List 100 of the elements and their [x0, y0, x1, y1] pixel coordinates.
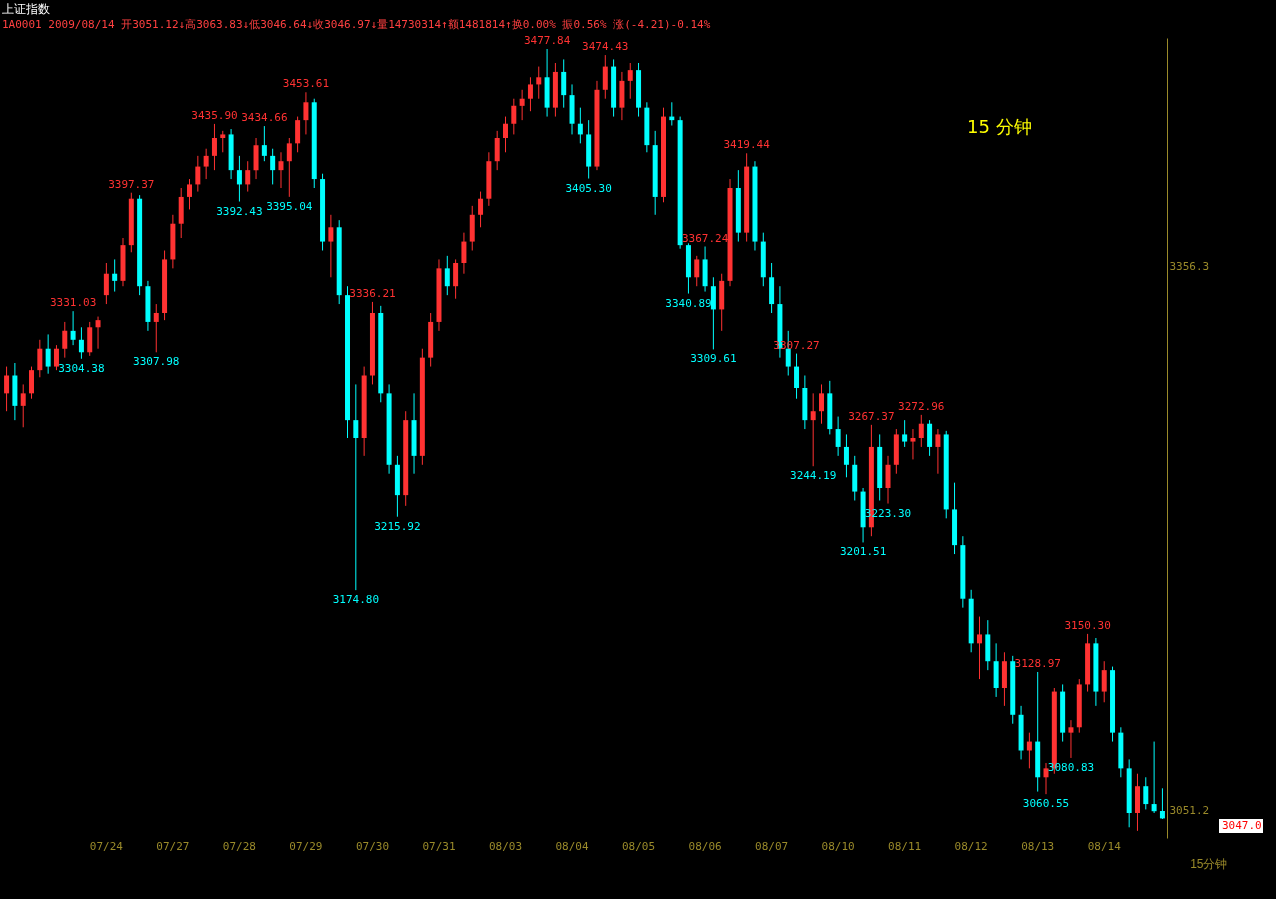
candlestick	[494, 130, 500, 171]
candlestick	[153, 303, 159, 353]
x-tick-label: 08/06	[688, 839, 722, 853]
candlestick	[53, 344, 59, 371]
candlestick	[527, 76, 533, 112]
candlestick	[1101, 660, 1107, 703]
candlestick	[203, 148, 209, 180]
candlestick	[503, 116, 508, 153]
x-tick-label: 07/24	[89, 839, 124, 853]
candlestick	[536, 66, 542, 100]
x-tick-label: 07/27	[156, 839, 190, 853]
candlestick	[303, 91, 309, 135]
annotation: 3201.51	[839, 545, 887, 559]
annotation: 3434.66	[241, 111, 288, 125]
annotation: 15 分钟	[967, 116, 1032, 137]
candlestick	[4, 366, 10, 412]
annotation: 3397.37	[108, 177, 155, 191]
chart-title: 上证指数	[2, 2, 50, 16]
annotation: 3267.37	[848, 409, 895, 423]
y-tick-label: 3356.3	[1169, 259, 1210, 273]
annotation: 3331.03	[49, 296, 97, 310]
candlestick	[286, 137, 292, 198]
candlestick	[270, 148, 276, 185]
candlestick	[353, 383, 359, 591]
annotation: 3419.44	[723, 138, 771, 152]
candlestick	[195, 155, 201, 193]
x-tick-label: 07/29	[289, 839, 323, 853]
candlestick	[902, 419, 908, 448]
candlestick	[918, 414, 924, 448]
annotation: 3453.61	[282, 77, 330, 91]
candlestick	[478, 191, 484, 228]
annotation: 3474.43	[582, 40, 629, 54]
candlestick	[885, 455, 891, 505]
candlestick	[62, 321, 68, 359]
annotation: 3244.19	[790, 469, 837, 483]
annotation: 3435.90	[191, 108, 238, 122]
candlestick	[810, 392, 816, 467]
candlestick	[710, 276, 716, 350]
candlestick	[694, 255, 700, 287]
candlestick	[220, 130, 226, 153]
x-tick-label: 08/14	[1087, 839, 1122, 853]
candlestick	[103, 262, 109, 305]
annotation: 3174.80	[332, 593, 379, 607]
x-tick-label: 08/05	[621, 839, 656, 853]
candlestick	[1068, 719, 1074, 759]
x-tick-label: 08/13	[1021, 839, 1055, 853]
annotation: 3395.04	[266, 199, 313, 213]
candlestick	[561, 58, 567, 109]
candlestick	[1026, 732, 1032, 769]
candlestick	[187, 178, 193, 210]
candlestick	[70, 310, 76, 346]
candlestick	[20, 383, 26, 428]
candlestick	[843, 433, 849, 478]
candlestick	[37, 339, 43, 378]
x-tick-label: 07/31	[422, 839, 456, 853]
candlestick	[236, 155, 242, 203]
candlestick	[211, 123, 217, 171]
annotation: 3128.97	[1014, 656, 1061, 670]
x-tick-label: 08/10	[821, 839, 855, 853]
candlestick	[927, 419, 933, 457]
candlestick	[1159, 787, 1165, 820]
candlestick	[328, 214, 334, 278]
annotation: 3336.21	[349, 286, 396, 300]
x-tick-label: 08/07	[755, 839, 789, 853]
candlestick	[627, 62, 633, 100]
annotation: 3150.30	[1064, 618, 1111, 632]
candlestick	[602, 54, 608, 100]
candlestick	[245, 160, 251, 193]
candlestick	[818, 383, 824, 425]
annotation: 3304.38	[58, 361, 105, 375]
candlestick	[295, 116, 301, 153]
candlestick	[519, 89, 525, 121]
candlestick	[278, 151, 284, 189]
chart-subtitle: 1A0001 2009/08/14 开3051.12↓高3063.83↓低3046.64↓收3046.97↓量14730314↑额1481814↑换0.00% 振0.56% 涨(-4.21)-0.14%	[2, 18, 711, 31]
candlestick	[976, 616, 982, 680]
annotation: 3392.43	[216, 204, 263, 218]
annotation: 3367.24	[681, 231, 729, 245]
candlestick	[1151, 741, 1157, 814]
candlestick	[835, 416, 841, 457]
annotation: 3307.98	[133, 355, 180, 369]
x-tick-label: 08/11	[888, 839, 922, 853]
x-axis-title: 15分钟	[1190, 856, 1228, 871]
x-tick-label: 07/30	[355, 839, 390, 853]
candlestick	[1143, 776, 1149, 810]
annotation: 3340.89	[665, 296, 712, 310]
x-tick-label: 07/28	[222, 839, 256, 853]
candlestick	[511, 98, 517, 135]
x-tick-label: 08/04	[555, 839, 589, 853]
y-tick-label: 3051.2	[1169, 804, 1210, 818]
candlestick	[910, 428, 916, 460]
candlestick	[794, 353, 800, 400]
annotation: 3272.96	[898, 399, 945, 413]
annotation: 3405.30	[565, 181, 612, 195]
x-tick-label: 08/12	[954, 839, 988, 853]
candlestick	[444, 255, 450, 296]
x-tick-label: 08/03	[488, 839, 523, 853]
candlestick	[453, 258, 459, 300]
text: 3047.0	[1222, 819, 1262, 832]
candlestick	[261, 125, 267, 162]
candlestick	[112, 258, 118, 293]
